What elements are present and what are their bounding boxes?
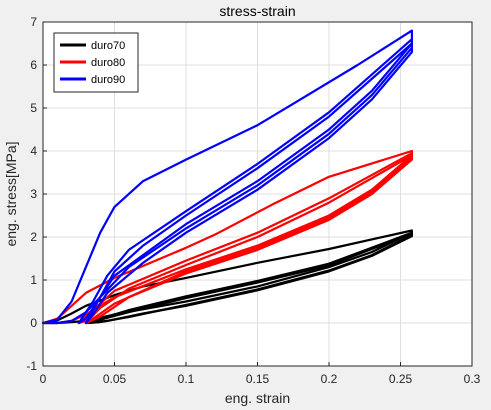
x-tick-label: 0.3 bbox=[464, 372, 481, 386]
legend: duro70 duro80 duro90 bbox=[53, 32, 139, 93]
x-tick-label: 0.1 bbox=[178, 372, 195, 386]
legend-label-duro90: duro90 bbox=[91, 74, 125, 86]
chart-title: stress-strain bbox=[219, 3, 295, 19]
y-tick-label: 5 bbox=[30, 101, 37, 115]
y-tick-label: 6 bbox=[30, 58, 37, 72]
legend-label-duro80: duro80 bbox=[91, 57, 125, 69]
series-line-duro90 bbox=[41, 29, 413, 325]
y-tick-label: 0 bbox=[30, 316, 37, 330]
y-tick-label: 4 bbox=[30, 144, 37, 158]
legend-box bbox=[53, 32, 139, 93]
x-tick-label: 0.15 bbox=[246, 372, 270, 386]
x-axis-label: eng. strain bbox=[225, 390, 290, 406]
series-line-duro80 bbox=[84, 154, 413, 325]
legend-label-duro70: duro70 bbox=[91, 40, 125, 52]
y-tick-label: 2 bbox=[30, 230, 37, 244]
x-tick-label: 0.05 bbox=[103, 372, 127, 386]
y-tick-label: 7 bbox=[30, 15, 37, 29]
x-tick-label: 0.2 bbox=[321, 372, 338, 386]
y-tick-label: 3 bbox=[30, 187, 37, 201]
y-axis-label: eng. stress[MPa] bbox=[3, 141, 19, 246]
y-tick-label: -1 bbox=[26, 359, 37, 373]
x-tick-label: 0.25 bbox=[389, 372, 413, 386]
series-line-duro90 bbox=[84, 42, 413, 325]
series-line-duro70 bbox=[87, 232, 413, 325]
y-tick-label: 1 bbox=[30, 273, 37, 287]
series-lines bbox=[41, 29, 413, 325]
x-tick-label: 0 bbox=[40, 372, 47, 386]
